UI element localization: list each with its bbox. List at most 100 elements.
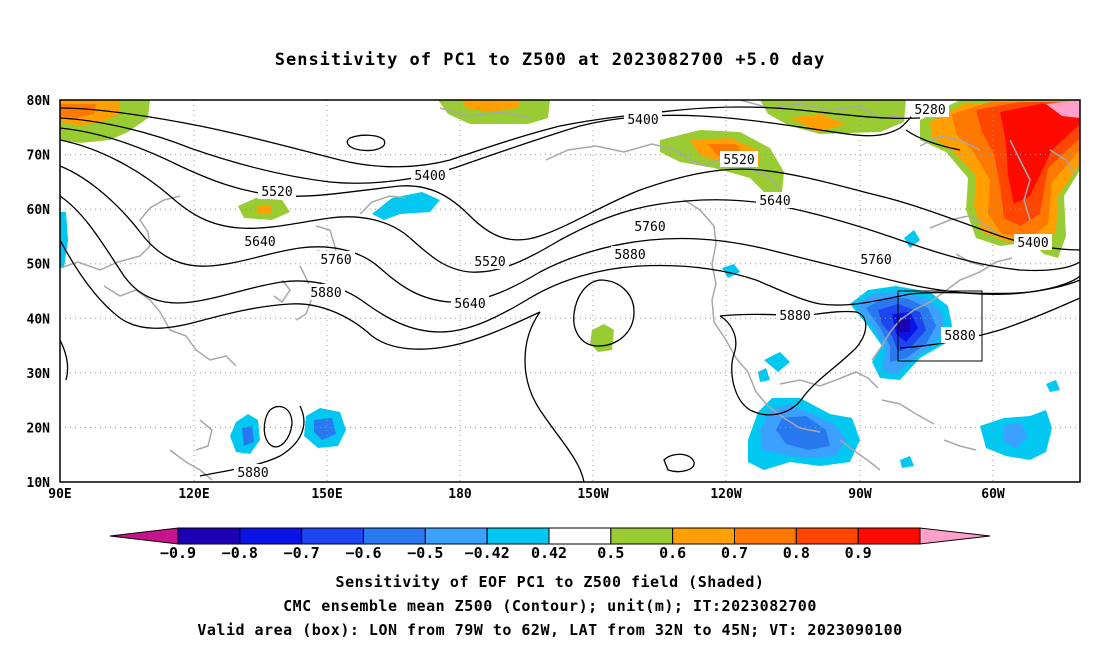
contour-label-bg [611,246,649,262]
lat-tick-label: 20N [27,421,51,436]
contour-line [263,405,293,448]
shading-negative [314,418,336,440]
shading-negative [764,352,790,372]
shading-positive [462,100,520,112]
contour-label: 5520 [474,255,505,270]
contour-label: 5760 [634,220,665,235]
lon-tick-label: 150E [311,487,342,502]
colorbar-tick-label: −0.5 [407,544,443,562]
contour-label: 5760 [320,253,351,268]
colorbar-box [486,527,550,545]
lat-tick-label: 50N [27,258,51,273]
colorbar-tick-label: 0.8 [783,544,810,562]
lon-tick-label: 120W [710,487,741,502]
shading-negative [1046,380,1060,392]
contour-label-bg [776,307,814,323]
coastline [1049,149,1077,177]
coastline [839,439,881,471]
lat-tick-label: 40N [27,312,51,327]
contour-line [60,239,541,350]
coastline [273,279,291,304]
contour-line [60,127,1080,251]
coastline [919,135,981,151]
contour-label: 5400 [414,169,445,184]
coastline [881,399,935,425]
shading-negative [758,368,770,382]
contour-label-bg [258,183,296,199]
contour-line [899,297,1080,349]
contour-label-bg [471,253,509,269]
coastline [871,257,1013,361]
map-grid [60,100,1080,482]
shading-negative [1004,422,1028,448]
colorbar-under-triangle [109,527,179,545]
contour-label-bg [411,167,449,183]
shading-negative [372,192,440,220]
coastline [195,419,213,451]
contour-line [60,165,1080,303]
caption-line-2: CMC ensemble mean Z500 (Contour); unit(m… [283,597,817,615]
coastline [439,107,531,119]
chart-title: Sensitivity of PC1 to Z500 at 2023082700… [274,50,826,70]
colorbar-box [424,527,488,545]
colorbar-tick-label: −0.42 [465,544,510,562]
caption-line-3: Valid area (box): LON from 79W to 62W, L… [197,621,903,639]
coastline [359,195,407,215]
shading-negative [60,212,68,268]
shading-negative [900,456,914,468]
colorbar-tick-label: 0.42 [531,544,567,562]
contour-line [663,453,695,473]
contour-labels: 5280 5400 5400 5400 5520 5520 5520 5640 5640 5640… [234,101,1052,481]
latitude-axis: 80N 70N 60N 50N 40N 30N 20N 10N [27,94,51,491]
contour-label: 5400 [1017,236,1048,251]
contour-line [60,339,69,381]
lon-tick-label: 90E [48,487,71,502]
contour-label-bg [631,218,669,234]
shading-negative [898,320,910,332]
caption-line-1: Sensitivity of EOF PC1 to Z500 field (Sh… [335,573,765,591]
colorbar-tick-label: −0.9 [160,544,196,562]
coastline [955,253,985,267]
lat-tick-label: 10N [27,476,51,491]
contour-label-bg [307,284,345,300]
colorbar-tick-label: 0.9 [845,544,872,562]
lon-tick-label: 150W [577,487,608,502]
contour-label: 5640 [759,194,790,209]
contour-line [60,195,1080,333]
colorbar-over-triangle [919,527,991,545]
contour-label-bg [451,295,489,311]
contour-line [199,405,305,477]
contour-label-bg [234,464,272,480]
contour-line [60,103,921,184]
shading-negative [722,264,740,278]
lat-tick-label: 80N [27,94,51,109]
colorbar-box [734,527,797,545]
colorbar-tick-label: 0.7 [721,544,748,562]
contour-label: 5880 [614,248,645,263]
z500-contours [60,103,1080,482]
colorbar-tick-label: 0.5 [597,544,624,562]
colorbar-tick-label: 0.6 [659,544,686,562]
shading-negative [776,416,830,450]
contour-label-bg [911,101,949,117]
contour-label-bg [624,111,662,127]
colorbar-box [363,527,426,545]
shading-positive [790,114,846,132]
contour-label: 5280 [914,103,945,118]
colorbar-box [857,527,921,545]
longitude-axis: 90E 120E 150E 180 150W 120W 90W 60W [48,487,1005,502]
colorbar [109,527,991,545]
coastline [929,215,1001,237]
lat-tick-label: 30N [27,367,51,382]
lat-tick-label: 60N [27,203,51,218]
shading-positive [1000,104,1080,204]
lon-tick-label: 180 [448,487,472,502]
colorbar-box [610,527,674,545]
contour-line [60,139,1080,273]
contour-label-bg [241,233,279,249]
colorbar-box [177,527,241,545]
map-frame [59,99,1081,483]
lon-tick-label: 120E [178,487,209,502]
shading-positive [590,324,614,352]
